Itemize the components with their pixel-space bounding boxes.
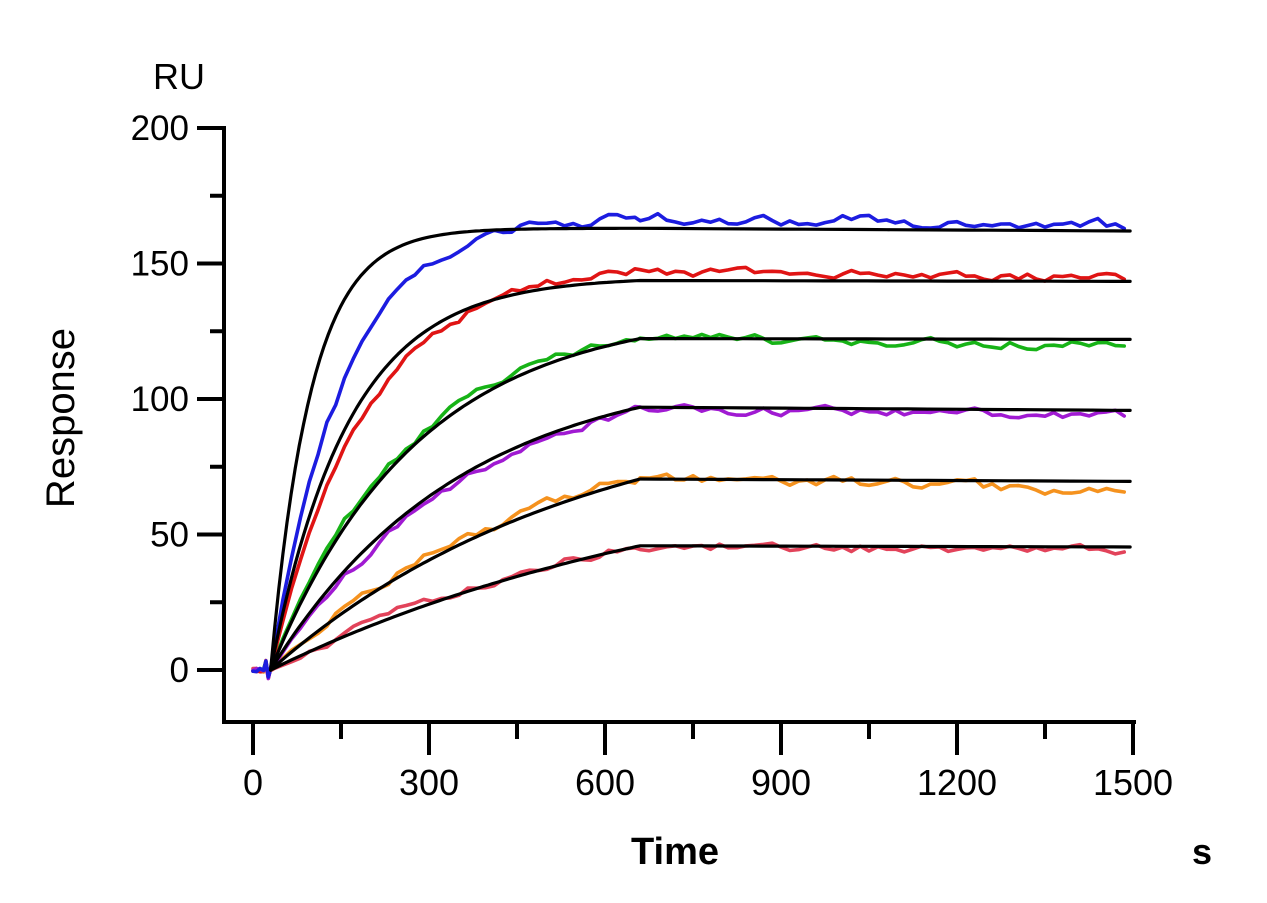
- x-tick-label: 0: [243, 762, 263, 803]
- x-tick-label: 300: [399, 762, 459, 803]
- y-unit-label: RU: [153, 56, 205, 97]
- y-tick-label: 50: [150, 516, 189, 555]
- x-tick-label: 1500: [1093, 762, 1173, 803]
- fit-curves-layer: [269, 226, 1132, 672]
- sensorgram-curve-blue: [251, 211, 1126, 679]
- x-tick-label: 1200: [917, 762, 997, 803]
- y-tick-label: 0: [170, 651, 189, 690]
- x-tick-label: 600: [575, 762, 635, 803]
- y-tick-label: 200: [131, 109, 189, 148]
- fit-curve-green: [269, 337, 1132, 672]
- sensorgram-curve-green: [251, 332, 1126, 679]
- fit-curve-purple: [269, 405, 1132, 672]
- x-axis-title: Time: [631, 831, 719, 873]
- x-tick-label: 900: [751, 762, 811, 803]
- fit-curve-red: [269, 278, 1132, 672]
- fit-curve-orange: [269, 477, 1132, 672]
- sensorgram-curve-purple: [251, 403, 1126, 681]
- tick-labels-layer: 0 50 100 150 200 0 300 600 900 1200 1500: [131, 109, 1173, 803]
- curves-layer: [251, 211, 1126, 681]
- sensorgram-curve-orange: [251, 472, 1126, 680]
- axes-layer: [197, 126, 1136, 755]
- fit-curve-blue: [269, 226, 1132, 672]
- fit-curve-pink: [269, 544, 1132, 672]
- y-tick-label: 100: [131, 380, 189, 419]
- y-axis-title: Response: [39, 328, 83, 508]
- sensorgram-curve-pink: [251, 541, 1126, 680]
- sensorgram-curve-red: [251, 265, 1126, 681]
- x-unit-label: s: [1192, 831, 1212, 872]
- y-tick-label: 150: [131, 245, 189, 284]
